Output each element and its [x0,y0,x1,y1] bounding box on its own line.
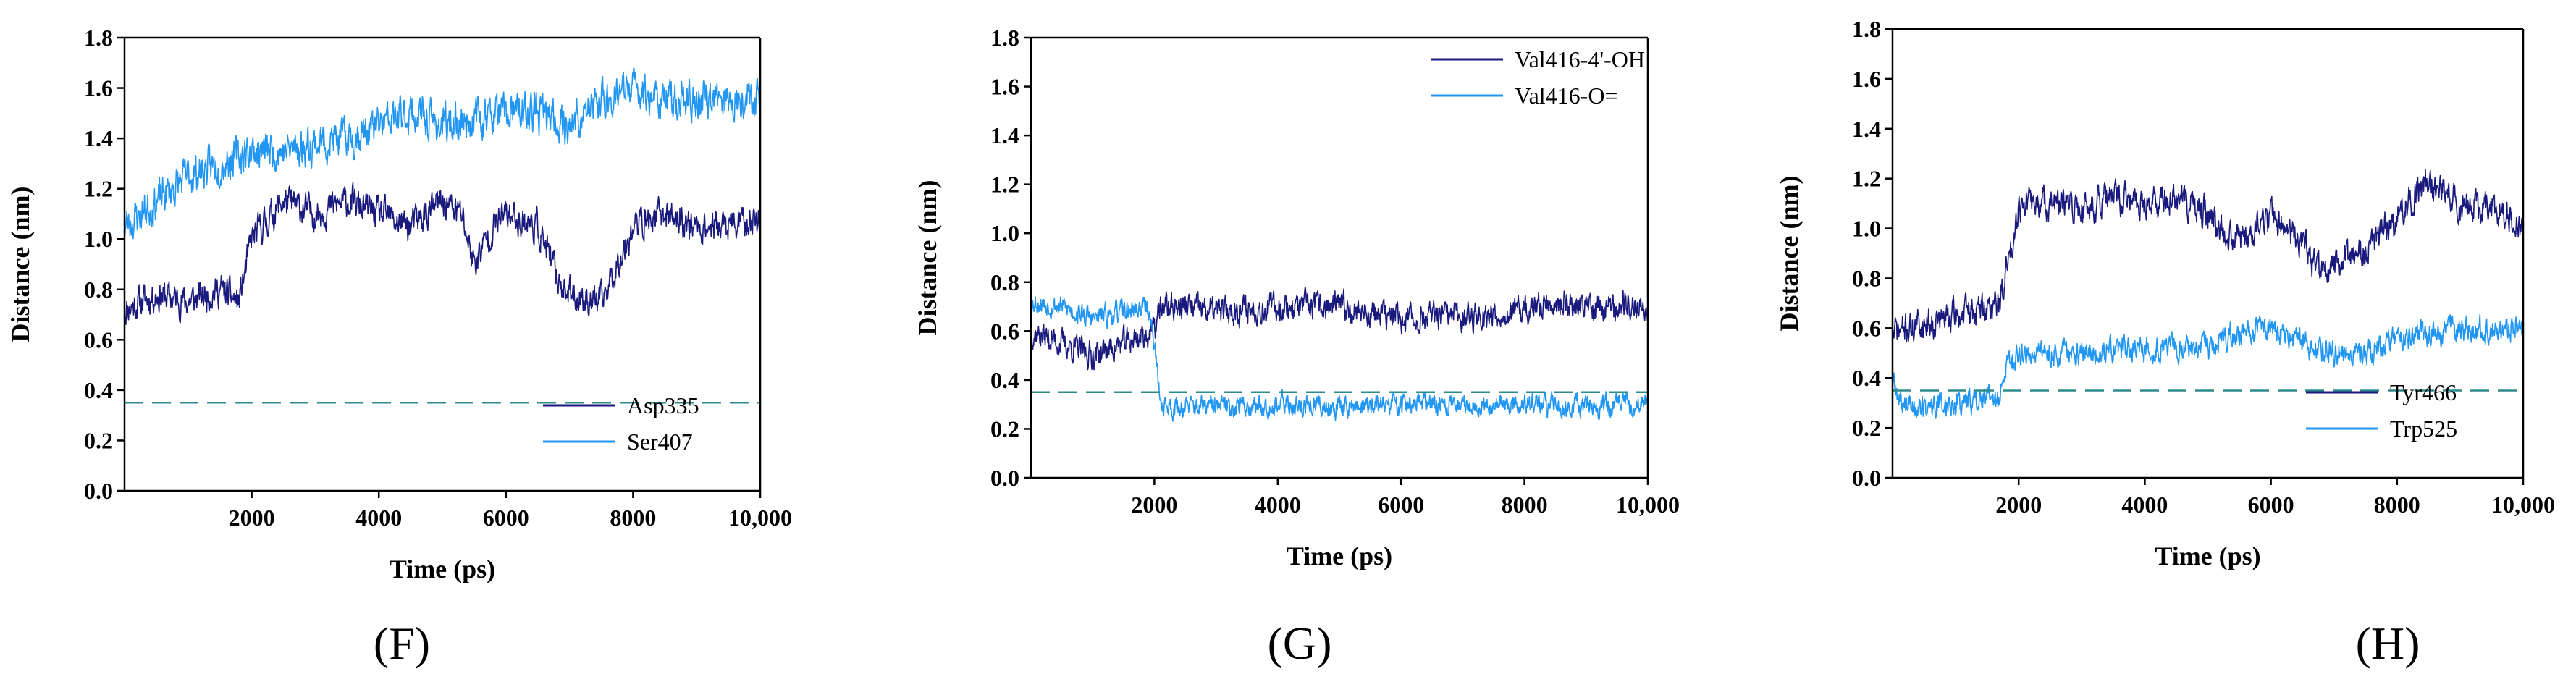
x-tick-label: 10,000 [728,505,792,531]
y-tick-label: 1.8 [990,25,1019,51]
y-tick-label: 1.2 [1852,166,1881,192]
y-tick-label: 0.6 [84,326,113,353]
x-axis-label: Time (ps) [1287,541,1392,570]
series-line-val416-o- [1030,296,1649,422]
y-tick-label: 0.0 [84,478,113,504]
legend-label: Trp525 [2390,416,2457,442]
legend-label: Val416-4'-OH [1515,46,1645,72]
y-tick-label: 0.4 [84,377,113,403]
panel-label: (H) [2356,618,2420,669]
x-tick-label: 6000 [483,505,529,531]
y-tick-label: 1.2 [990,172,1019,198]
y-axis-label: Distance (nm) [6,187,35,342]
panel-f: 0.0 0.2 0.4 0.6 0.8 1.0 1.2 1.4 1.6 1.8 2000 4000 60… [6,25,792,669]
x-tick-label: 10,000 [2491,492,2555,518]
x-tick-label: 6000 [2248,492,2294,518]
x-axis-label: Time (ps) [2155,541,2260,570]
y-tick-label: 1.8 [84,25,113,51]
series-line-trp525 [1892,313,2524,419]
x-tick-label: 4000 [1255,492,1301,518]
y-tick-label: 0.4 [990,367,1019,393]
y-tick-label: 0.2 [84,427,113,453]
series-line-tyr466 [1892,169,2524,343]
y-tick-label: 1.6 [990,74,1019,100]
y-tick-label: 1.8 [1852,16,1881,42]
y-tick-label: 0.6 [1852,315,1881,341]
y-tick-label: 1.4 [990,122,1019,148]
x-tick-label: 4000 [355,505,402,531]
panel-label: (F) [374,618,430,669]
y-tick-label: 0.0 [990,465,1019,491]
x-tick-label: 6000 [1378,492,1424,518]
panel-g: 0.0 0.2 0.4 0.6 0.8 1.0 1.2 1.4 1.6 1.8 2000 4000 60… [913,25,1680,669]
y-tick-label: 1.0 [990,220,1019,246]
x-tick-label: 2000 [1995,492,2042,518]
x-tick-label: 2000 [229,505,275,531]
x-tick-label: 8000 [610,505,656,531]
y-tick-label: 1.2 [84,176,113,202]
y-tick-label: 0.8 [84,277,113,303]
legend-label: Tyr466 [2390,379,2457,405]
y-tick-label: 0.8 [1852,265,1881,291]
y-tick-label: 0.2 [1852,415,1881,441]
y-tick-label: 1.4 [1852,116,1881,142]
y-tick-label: 0.2 [990,416,1019,442]
x-tick-label: 4000 [2121,492,2168,518]
x-tick-label: 8000 [1502,492,1548,518]
series-line-val416-4-oh [1030,287,1649,371]
y-tick-label: 0.8 [990,269,1019,295]
y-axis-label: Distance (nm) [1775,176,1803,332]
legend-label: Asp335 [627,392,699,418]
y-tick-label: 1.4 [84,125,113,151]
y-tick-label: 0.0 [1852,465,1881,491]
x-axis-label: Time (ps) [390,555,495,583]
x-tick-label: 2000 [1131,492,1177,518]
y-tick-label: 0.6 [990,318,1019,344]
legend-label: Val416-O= [1515,83,1617,109]
y-tick-label: 1.0 [1852,216,1881,242]
x-tick-label: 8000 [2374,492,2420,518]
panel-h: 0.0 0.2 0.4 0.6 0.8 1.0 1.2 1.4 1.6 1.8 2000 4000 60… [1775,16,2555,669]
y-tick-label: 1.6 [84,75,113,101]
series-line-asp335 [124,182,761,326]
y-axis-label: Distance (nm) [913,180,942,336]
panel-label: (G) [1268,618,1332,669]
y-tick-label: 1.0 [84,226,113,252]
y-tick-label: 0.4 [1852,365,1881,391]
series-line-ser407 [124,67,761,240]
y-tick-label: 1.6 [1852,66,1881,92]
legend-label: Ser407 [627,429,693,455]
x-tick-label: 10,000 [1616,492,1680,518]
